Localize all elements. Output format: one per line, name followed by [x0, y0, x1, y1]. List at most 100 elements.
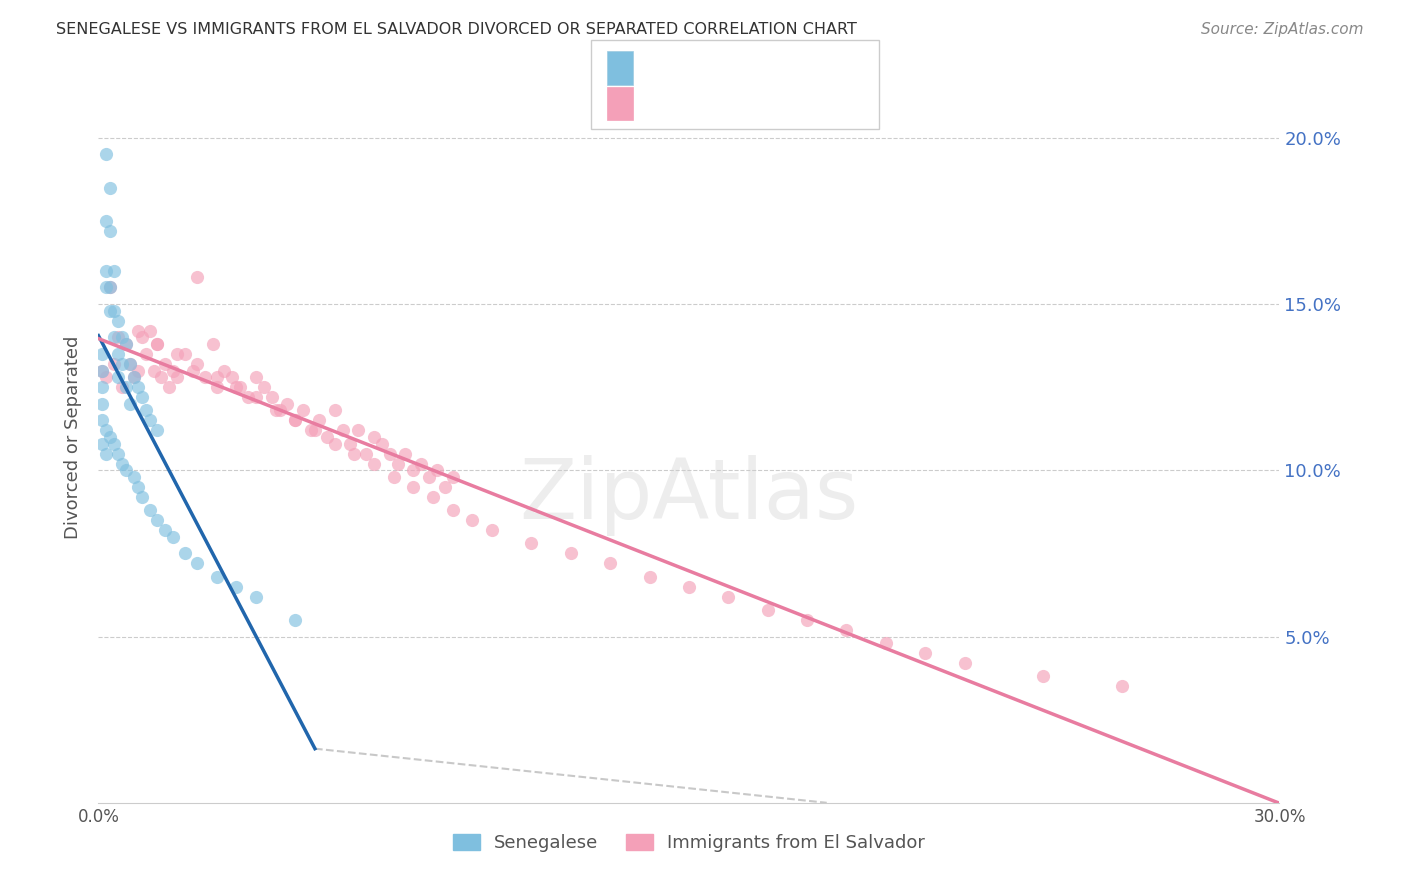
Point	[174, 347, 197, 361]
Point	[91, 380, 114, 394]
Point	[260, 390, 283, 404]
Point	[138, 413, 160, 427]
Point	[441, 503, 464, 517]
Point	[146, 424, 169, 438]
Point	[135, 403, 157, 417]
Point	[118, 357, 141, 371]
Point	[115, 380, 138, 394]
Point	[98, 280, 121, 294]
Point	[98, 280, 121, 294]
Point	[138, 324, 160, 338]
Text: -0.515: -0.515	[692, 95, 756, 112]
Text: 89: 89	[813, 95, 838, 112]
Point	[181, 363, 204, 377]
Point	[186, 557, 208, 571]
Point	[422, 490, 444, 504]
Text: 52: 52	[813, 59, 838, 77]
Point	[1111, 680, 1133, 694]
Point	[107, 447, 129, 461]
Point	[111, 457, 134, 471]
Point	[245, 370, 267, 384]
Point	[221, 370, 243, 384]
Text: -0.346: -0.346	[692, 59, 756, 77]
Point	[98, 303, 121, 318]
Point	[146, 337, 169, 351]
Point	[103, 436, 125, 450]
Point	[157, 380, 180, 394]
Point	[276, 397, 298, 411]
Point	[371, 436, 394, 450]
Point	[162, 363, 184, 377]
Point	[520, 536, 543, 550]
Point	[127, 380, 149, 394]
Point	[96, 424, 118, 438]
Point	[135, 347, 157, 361]
Point	[131, 330, 153, 344]
Point	[91, 347, 114, 361]
Point	[118, 397, 141, 411]
Point	[214, 363, 236, 377]
Point	[245, 390, 267, 404]
Point	[461, 513, 484, 527]
Point	[146, 337, 169, 351]
Point	[299, 424, 322, 438]
Point	[363, 457, 385, 471]
Point	[98, 224, 121, 238]
Point	[122, 370, 145, 384]
Point	[107, 330, 129, 344]
Point	[91, 436, 114, 450]
Y-axis label: Divorced or Separated: Divorced or Separated	[65, 335, 83, 539]
Point	[103, 264, 125, 278]
Point	[166, 370, 188, 384]
Point	[599, 557, 621, 571]
Point	[205, 380, 228, 394]
Point	[875, 636, 897, 650]
Point	[205, 370, 228, 384]
Point	[103, 357, 125, 371]
Point	[91, 363, 114, 377]
Point	[323, 436, 346, 450]
Point	[131, 390, 153, 404]
Point	[225, 580, 247, 594]
Point	[387, 457, 409, 471]
Point	[304, 424, 326, 438]
Point	[354, 447, 377, 461]
Text: R =: R =	[647, 59, 686, 77]
Point	[394, 447, 416, 461]
Point	[347, 424, 370, 438]
Point	[107, 370, 129, 384]
Text: Source: ZipAtlas.com: Source: ZipAtlas.com	[1201, 22, 1364, 37]
Point	[953, 656, 976, 670]
Point	[914, 646, 936, 660]
Point	[146, 513, 169, 527]
Point	[201, 337, 224, 351]
Point	[236, 390, 259, 404]
Point	[155, 523, 177, 537]
Text: N =: N =	[759, 59, 817, 77]
Text: ZipAtlas: ZipAtlas	[519, 455, 859, 536]
Point	[155, 357, 177, 371]
Point	[315, 430, 337, 444]
Point	[229, 380, 252, 394]
Point	[225, 380, 247, 394]
Point	[131, 490, 153, 504]
Point	[150, 370, 173, 384]
Point	[91, 397, 114, 411]
Point	[96, 447, 118, 461]
Point	[162, 530, 184, 544]
Point	[127, 363, 149, 377]
Point	[382, 470, 405, 484]
Point	[111, 330, 134, 344]
Point	[717, 590, 740, 604]
Point	[118, 357, 141, 371]
Text: SENEGALESE VS IMMIGRANTS FROM EL SALVADOR DIVORCED OR SEPARATED CORRELATION CHAR: SENEGALESE VS IMMIGRANTS FROM EL SALVADO…	[56, 22, 858, 37]
Point	[323, 403, 346, 417]
Point	[339, 436, 361, 450]
Point	[91, 413, 114, 427]
Point	[433, 480, 456, 494]
Point	[426, 463, 449, 477]
Point	[284, 413, 307, 427]
Point	[343, 447, 366, 461]
Point	[115, 463, 138, 477]
Point	[91, 363, 114, 377]
